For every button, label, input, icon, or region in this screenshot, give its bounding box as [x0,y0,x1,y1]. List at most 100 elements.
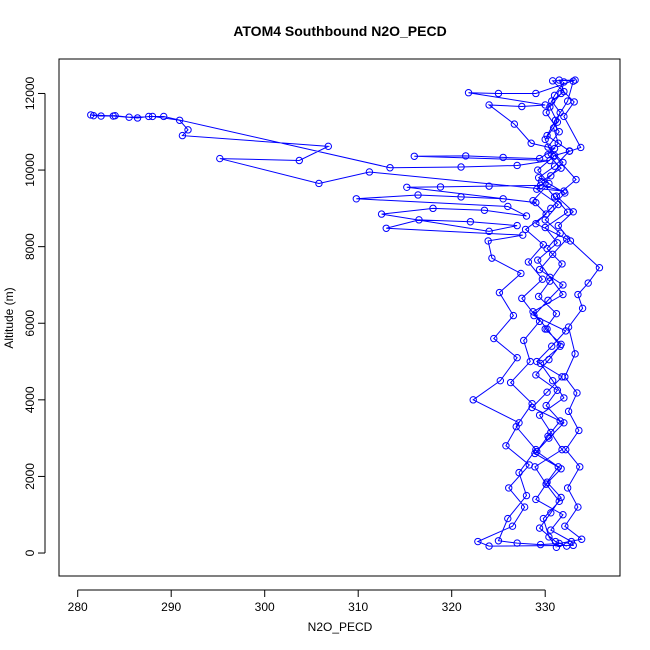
data-point [552,309,561,318]
data-point [525,461,534,469]
data-point [109,112,117,120]
data-point [572,175,580,184]
data-point [513,354,521,362]
data-point [539,514,548,523]
x-axis: 280 290 300 310 320 330 [68,589,556,614]
data-point [529,308,537,316]
data-point [526,357,534,366]
data-point [535,154,544,163]
data-point [504,202,512,211]
data-point [541,135,549,144]
data-point [541,223,549,232]
data-point [510,120,519,128]
data-point [464,89,473,97]
data-point [543,388,551,396]
data-point [527,139,535,147]
data-point [522,491,531,500]
data-point [595,264,604,272]
data-point [518,294,526,303]
data-point [520,503,529,511]
data-point [534,166,542,174]
data-point [546,156,554,165]
data-point [382,224,390,232]
plot-frame [58,58,621,577]
data-point [559,290,567,299]
data-point [563,542,571,550]
data-point [485,101,493,109]
y-tick-label: 2000 [23,463,37,490]
data-point [175,116,184,124]
data-point [535,317,544,326]
data-point [558,373,566,381]
data-point [542,210,550,218]
series-line [90,79,601,548]
data-point [575,426,583,435]
data-point [559,511,567,519]
data-point [566,237,575,245]
data-point [534,256,542,264]
data-point [484,237,492,245]
data-point [543,325,551,333]
x-tick-label: 330 [535,600,555,614]
data-point [550,151,559,160]
data-point [545,179,553,188]
data-point [547,172,555,180]
data-point [534,174,543,182]
data-point [513,539,521,547]
y-tick-label: 0 [23,549,37,556]
x-tick-label: 290 [161,600,181,614]
data-point [558,260,566,268]
data-point [554,221,562,230]
data-point [521,225,530,234]
data-point [512,422,520,431]
data-point [550,91,559,100]
data-point [533,185,541,193]
y-tick-label: 8000 [23,233,37,260]
data-point [324,142,332,151]
data-point [556,417,564,425]
data-point [541,101,549,109]
data-point [519,336,528,345]
data-point [555,497,563,506]
data-point [548,250,557,259]
data-point [564,323,573,331]
data-point [569,208,577,216]
data-point [541,325,549,333]
data-point [564,407,573,416]
data-point [504,514,512,523]
data-point [513,221,521,230]
data-point [496,376,505,385]
data-point [529,197,537,205]
data-point [553,239,562,247]
data-point [474,537,482,546]
data-point [494,537,503,545]
data-point [530,311,538,320]
data-point [560,394,568,402]
x-tick-label: 280 [68,600,88,614]
y-tick-label: 12000 [23,76,37,110]
data-point [536,540,545,549]
data-point [554,139,562,147]
data-point [544,432,552,440]
data-point [469,396,477,404]
data-point [584,279,592,287]
data-point [561,522,569,530]
data-point [549,124,558,132]
data-point [457,163,465,171]
data-point [485,542,493,550]
data-point [502,442,510,450]
data-point [556,229,564,237]
data-point [490,334,498,343]
data-point [315,179,323,188]
data-point [148,112,157,121]
data-point [560,78,568,86]
data-point [547,204,555,213]
data-point [545,355,553,364]
data-point [573,389,581,397]
data-point [513,161,521,170]
data-point [563,484,572,492]
data-point [462,152,470,160]
data-point [414,191,422,199]
data-point [554,463,562,471]
data-point [466,218,475,226]
